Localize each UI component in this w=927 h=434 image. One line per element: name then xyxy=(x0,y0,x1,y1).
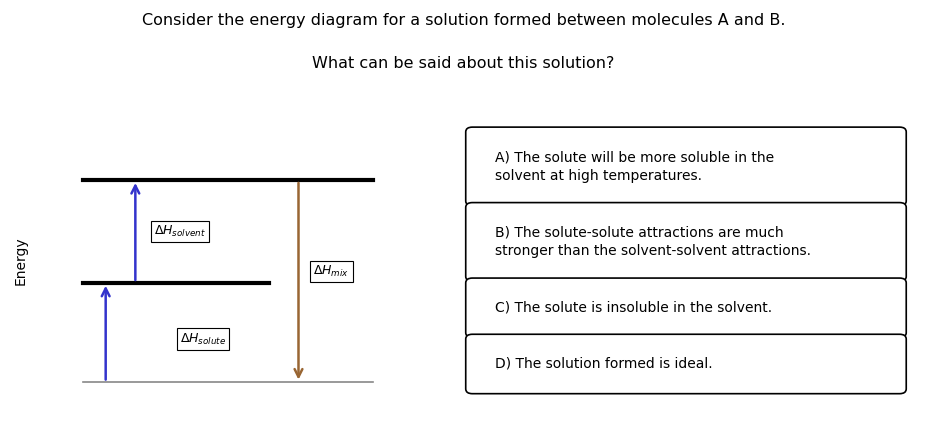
Text: What can be said about this solution?: What can be said about this solution? xyxy=(312,56,615,72)
Text: Consider the energy diagram for a solution formed between molecules A and B.: Consider the energy diagram for a soluti… xyxy=(142,13,785,28)
Text: $\Delta H_{mix}$: $\Delta H_{mix}$ xyxy=(313,264,349,279)
Text: $\Delta H_{solute}$: $\Delta H_{solute}$ xyxy=(180,332,226,347)
Text: D) The solution formed is ideal.: D) The solution formed is ideal. xyxy=(495,357,712,371)
FancyBboxPatch shape xyxy=(465,127,907,206)
FancyBboxPatch shape xyxy=(465,334,907,394)
Text: $\Delta H_{solvent}$: $\Delta H_{solvent}$ xyxy=(154,224,206,239)
FancyBboxPatch shape xyxy=(465,278,907,338)
Text: C) The solute is insoluble in the solvent.: C) The solute is insoluble in the solven… xyxy=(495,301,772,315)
Text: Energy: Energy xyxy=(13,236,28,285)
FancyBboxPatch shape xyxy=(465,203,907,281)
FancyBboxPatch shape xyxy=(39,93,425,427)
Text: B) The solute-solute attractions are much
stronger than the solvent-solvent attr: B) The solute-solute attractions are muc… xyxy=(495,226,810,258)
Text: A) The solute will be more soluble in the
solvent at high temperatures.: A) The solute will be more soluble in th… xyxy=(495,150,774,183)
